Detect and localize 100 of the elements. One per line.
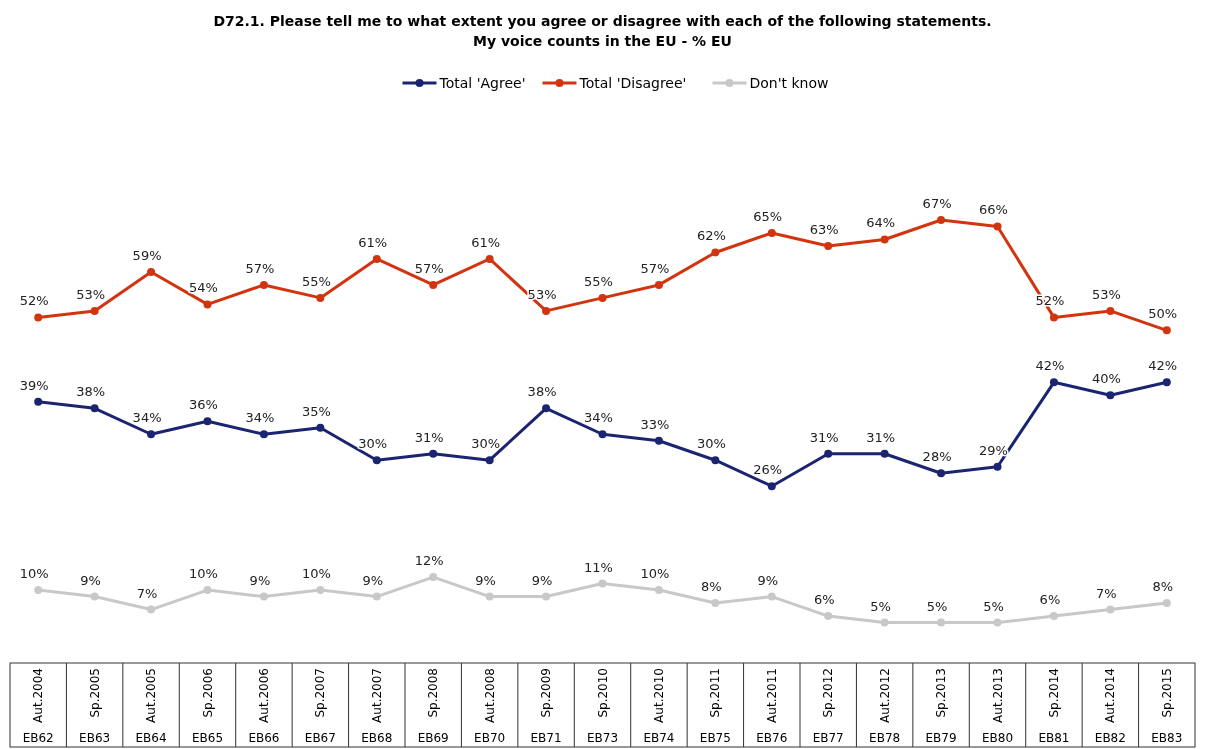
point	[259, 592, 268, 601]
data-label: 59%	[132, 247, 162, 263]
point	[147, 267, 156, 276]
data-label: 38%	[527, 384, 557, 400]
x-tick-label: Aut.2007 EB68	[361, 668, 393, 745]
point	[824, 449, 833, 458]
x-tick-label: Sp.2006 EB65	[191, 668, 224, 745]
data-label: 53%	[1091, 286, 1121, 302]
data-label: 42%	[1035, 358, 1065, 374]
point	[824, 612, 833, 621]
point	[993, 222, 1002, 231]
data-label: 42%	[1148, 358, 1178, 374]
point	[654, 436, 663, 445]
data-label: 55%	[584, 273, 613, 289]
data-label: 54%	[189, 280, 218, 296]
x-tick-label: Aut.2013 EB80	[981, 668, 1014, 745]
point	[316, 293, 325, 302]
point	[767, 228, 776, 237]
data-label: 10%	[19, 566, 49, 582]
data-label: 34%	[584, 410, 613, 426]
point	[485, 254, 494, 263]
data-label: 28%	[922, 449, 952, 465]
data-label: 26%	[753, 462, 783, 478]
point	[937, 618, 946, 627]
data-label: 9%	[475, 572, 496, 588]
point	[485, 456, 494, 465]
data-label: 10%	[640, 566, 670, 582]
data-label: 31%	[866, 429, 896, 445]
point	[147, 605, 156, 614]
data-label: 38%	[76, 384, 106, 400]
point	[598, 293, 607, 302]
legend-label: Don't know	[749, 75, 829, 91]
data-label: 8%	[701, 579, 722, 595]
point	[316, 586, 325, 595]
data-label: 67%	[922, 196, 952, 211]
point	[203, 586, 212, 595]
point	[1049, 313, 1058, 322]
data-label: 64%	[866, 215, 896, 231]
point	[429, 449, 438, 458]
point	[542, 592, 551, 601]
data-label: 57%	[245, 260, 275, 276]
data-label: 33%	[640, 416, 670, 432]
data-label: 7%	[136, 585, 158, 601]
x-tick-label: Sp.2008 EB69	[417, 668, 449, 745]
point	[429, 280, 438, 289]
data-label: 57%	[640, 260, 670, 276]
data-label: 34%	[132, 410, 162, 426]
data-label: 10%	[301, 566, 331, 582]
data-label: 30%	[471, 436, 501, 452]
point	[316, 423, 325, 432]
point	[34, 586, 43, 595]
point	[259, 280, 268, 289]
data-label: 57%	[414, 260, 444, 276]
point	[259, 430, 268, 439]
point	[90, 306, 99, 315]
chart-subtitle: My voice counts in the EU - % EU	[473, 33, 732, 49]
data-label: 52%	[19, 293, 49, 309]
x-tick-label: Sp.2005 EB63	[79, 668, 111, 745]
data-label: 10%	[189, 566, 218, 582]
data-label: 9%	[362, 572, 384, 588]
point	[372, 592, 381, 601]
x-tick-label: Aut.2012 EB78	[869, 668, 901, 745]
point	[1106, 391, 1115, 400]
data-label: 11%	[584, 559, 613, 575]
x-tick-label: Sp.2015 EB83	[1151, 668, 1183, 745]
data-label: 29%	[979, 442, 1008, 458]
x-tick-label: Aut.2010 EB74	[643, 668, 675, 745]
data-label: 35%	[301, 403, 331, 419]
data-label: 39%	[19, 377, 49, 393]
x-tick-label: Sp.2011 EB75	[699, 668, 731, 745]
chart-title: D72.1. Please tell me to what extent you agree or disagree with each of the following statements.	[213, 13, 992, 29]
data-label: 53%	[76, 286, 106, 302]
point	[880, 235, 889, 244]
data-label: 9%	[80, 572, 101, 588]
point	[1049, 612, 1058, 621]
point	[34, 313, 43, 322]
point	[1162, 326, 1171, 335]
point	[598, 430, 607, 439]
point	[993, 618, 1002, 627]
point	[203, 417, 212, 426]
data-label: 40%	[1091, 371, 1121, 387]
data-label: 12%	[414, 553, 444, 569]
data-label: 31%	[414, 429, 444, 445]
point	[34, 397, 43, 406]
point	[372, 254, 381, 263]
point	[147, 430, 156, 439]
point	[485, 592, 494, 601]
point	[937, 216, 946, 224]
point	[1106, 605, 1115, 614]
point	[372, 456, 381, 465]
x-tick-label: Sp.2012 EB77	[812, 668, 844, 745]
data-label: 65%	[753, 208, 783, 224]
data-label: 66%	[979, 202, 1008, 218]
data-label: 5%	[926, 598, 948, 614]
data-label: 61%	[471, 234, 501, 250]
point	[993, 462, 1002, 471]
data-label: 8%	[1152, 579, 1174, 595]
point	[90, 404, 99, 413]
data-label: 50%	[1148, 306, 1178, 322]
x-tick-label: Aut.2004 EB62	[22, 668, 54, 745]
